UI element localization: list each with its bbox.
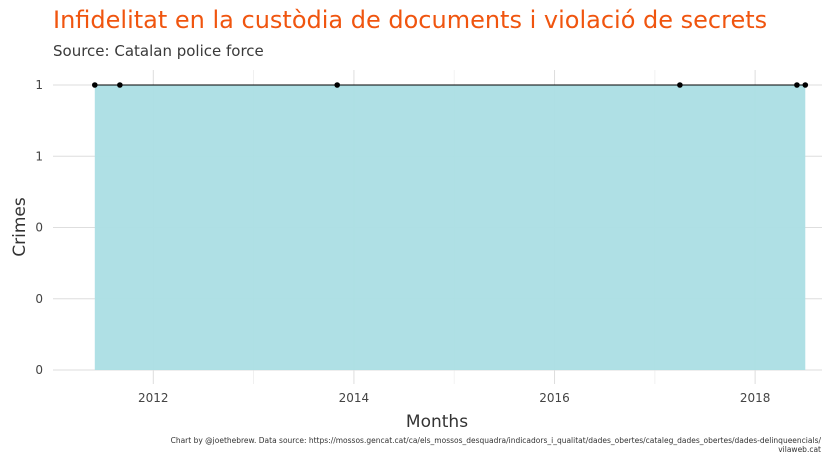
y-tick-labels: 0 0 0 1 1 bbox=[35, 78, 43, 377]
data-point bbox=[334, 82, 340, 88]
x-tick-label: 2018 bbox=[740, 391, 771, 405]
y-tick-label: 0 bbox=[35, 363, 43, 377]
x-tick-label: 2014 bbox=[339, 391, 370, 405]
x-tick-label: 2016 bbox=[539, 391, 570, 405]
x-axis-title: Months bbox=[406, 412, 468, 432]
caption-line-1: Chart by @joethebrew. Data source: https… bbox=[170, 436, 821, 445]
data-point bbox=[794, 82, 800, 88]
x-tick-labels: 2012 2014 2016 2018 bbox=[138, 391, 770, 405]
chart-title: Infidelitat en la custòdia de documents … bbox=[53, 6, 768, 34]
y-tick-label: 0 bbox=[35, 221, 43, 235]
data-point bbox=[117, 82, 123, 88]
data-point bbox=[802, 82, 809, 88]
area-fill bbox=[94, 85, 806, 370]
y-tick-label: 1 bbox=[35, 78, 43, 92]
data-points bbox=[91, 82, 809, 88]
chart-caption: Chart by @joethebrew. Data source: https… bbox=[171, 436, 821, 454]
y-tick-label: 0 bbox=[35, 292, 43, 306]
y-axis-title: Crimes bbox=[10, 197, 30, 257]
x-tick-label: 2012 bbox=[138, 391, 169, 405]
chart-subtitle: Source: Catalan police force bbox=[53, 42, 264, 60]
data-point bbox=[91, 82, 98, 88]
data-point bbox=[677, 82, 683, 88]
caption-line-2: vilaweb.cat bbox=[778, 445, 821, 454]
y-tick-label: 1 bbox=[35, 149, 43, 163]
